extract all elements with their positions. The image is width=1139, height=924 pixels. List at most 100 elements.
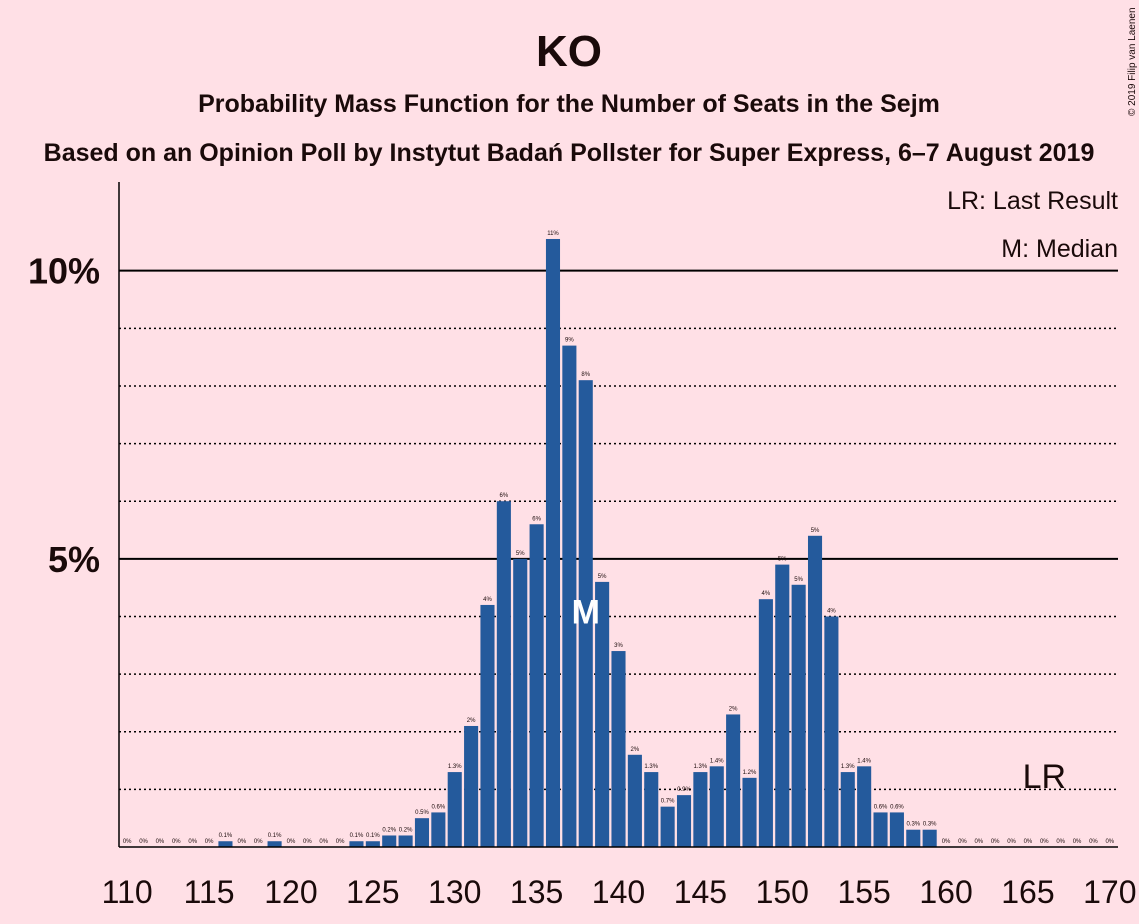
value-label: 0% xyxy=(156,839,165,845)
bar xyxy=(545,238,561,848)
x-tick-label: 160 xyxy=(919,874,972,910)
bar xyxy=(365,841,380,847)
bar xyxy=(382,835,397,847)
bar xyxy=(906,829,921,847)
value-label: 0.2% xyxy=(382,827,396,833)
value-label: 0% xyxy=(237,839,246,845)
value-label: 0% xyxy=(188,839,197,845)
x-tick-label: 170 xyxy=(1083,874,1136,910)
value-label: 0% xyxy=(205,839,214,845)
value-label: 0% xyxy=(1105,839,1114,845)
bar xyxy=(889,812,904,847)
x-tick-label: 150 xyxy=(756,874,809,910)
value-label: 5% xyxy=(598,574,607,580)
bar xyxy=(660,806,675,847)
value-label: 0.1% xyxy=(219,833,233,839)
value-label: 0% xyxy=(139,839,148,845)
value-label: 4% xyxy=(483,597,492,603)
bar xyxy=(922,829,937,847)
bar xyxy=(693,772,708,847)
value-label: 0% xyxy=(336,839,345,845)
value-label: 0.6% xyxy=(432,804,446,810)
value-label: 0.9% xyxy=(677,787,691,793)
bar xyxy=(218,841,233,847)
bar xyxy=(726,714,741,847)
value-label: 0.5% xyxy=(415,810,429,816)
bar xyxy=(709,766,724,847)
bar xyxy=(447,772,462,847)
value-label: 1.3% xyxy=(841,764,855,770)
value-label: 2% xyxy=(729,706,738,712)
value-label: 0% xyxy=(1007,839,1016,845)
bar xyxy=(349,841,364,847)
value-label: 8% xyxy=(581,372,590,378)
value-label: 5% xyxy=(516,551,525,557)
value-label: 0% xyxy=(1056,839,1065,845)
value-label: 0% xyxy=(303,839,312,845)
bar xyxy=(529,524,544,847)
legend-entry: LR: Last Result xyxy=(947,187,1118,215)
value-label: 2% xyxy=(631,747,640,753)
value-label: 11% xyxy=(547,231,559,237)
value-label: 0.1% xyxy=(268,833,282,839)
value-label: 5% xyxy=(778,557,787,563)
y-tick-label: 5% xyxy=(48,539,100,580)
subtitle: Based on an Opinion Poll by Instytut Bad… xyxy=(44,139,1095,167)
value-label: 1.3% xyxy=(644,764,658,770)
x-tick-label: 135 xyxy=(510,874,563,910)
bar xyxy=(758,599,773,847)
value-label: 5% xyxy=(794,577,803,583)
bar xyxy=(431,812,446,847)
value-label: 0% xyxy=(254,839,263,845)
x-tick-label: 165 xyxy=(1001,874,1054,910)
median-marker: M xyxy=(572,594,600,632)
value-label: 0% xyxy=(942,839,951,845)
x-tick-label: 155 xyxy=(837,874,890,910)
bar xyxy=(611,651,626,847)
value-label: 3% xyxy=(614,643,623,649)
value-label: 0.2% xyxy=(399,827,413,833)
bar xyxy=(578,380,593,847)
value-label: 0% xyxy=(123,839,132,845)
x-tick-label: 130 xyxy=(428,874,481,910)
bar xyxy=(676,795,692,847)
value-label: 0.7% xyxy=(661,799,675,805)
value-label: 0% xyxy=(319,839,328,845)
copyright: © 2019 Filip van Laenen xyxy=(1127,7,1138,116)
bar xyxy=(824,616,839,847)
subtitle: Probability Mass Function for the Number… xyxy=(198,90,940,118)
value-label: 1.3% xyxy=(448,764,462,770)
bar xyxy=(595,581,610,847)
chart-title: KO xyxy=(536,27,602,76)
bar xyxy=(267,841,282,847)
bar xyxy=(496,501,511,847)
value-label: 0.3% xyxy=(906,822,920,828)
value-label: 0% xyxy=(172,839,181,845)
value-label: 6% xyxy=(532,516,541,522)
x-tick-label: 145 xyxy=(674,874,727,910)
value-label: 4% xyxy=(762,591,771,597)
x-tick-label: 120 xyxy=(264,874,317,910)
bar xyxy=(513,558,528,847)
value-label: 0% xyxy=(287,839,296,845)
value-label: 0.6% xyxy=(890,804,904,810)
legend-entry: M: Median xyxy=(1001,235,1118,263)
x-tick-label: 110 xyxy=(102,874,153,910)
value-label: 0% xyxy=(1073,839,1082,845)
value-label: 1.3% xyxy=(694,764,708,770)
bar xyxy=(840,772,855,847)
x-tick-label: 125 xyxy=(346,874,399,910)
bar xyxy=(464,725,479,847)
value-label: 1.4% xyxy=(857,758,871,764)
x-tick-label: 140 xyxy=(592,874,645,910)
bar xyxy=(775,564,790,847)
value-label: 0% xyxy=(991,839,1000,845)
value-label: 0.6% xyxy=(874,804,888,810)
value-label: 5% xyxy=(811,528,820,534)
value-label: 1.4% xyxy=(710,758,724,764)
value-label: 0% xyxy=(1024,839,1033,845)
y-tick-label: 10% xyxy=(28,251,100,292)
value-label: 1.2% xyxy=(743,770,757,776)
bar xyxy=(644,772,659,847)
